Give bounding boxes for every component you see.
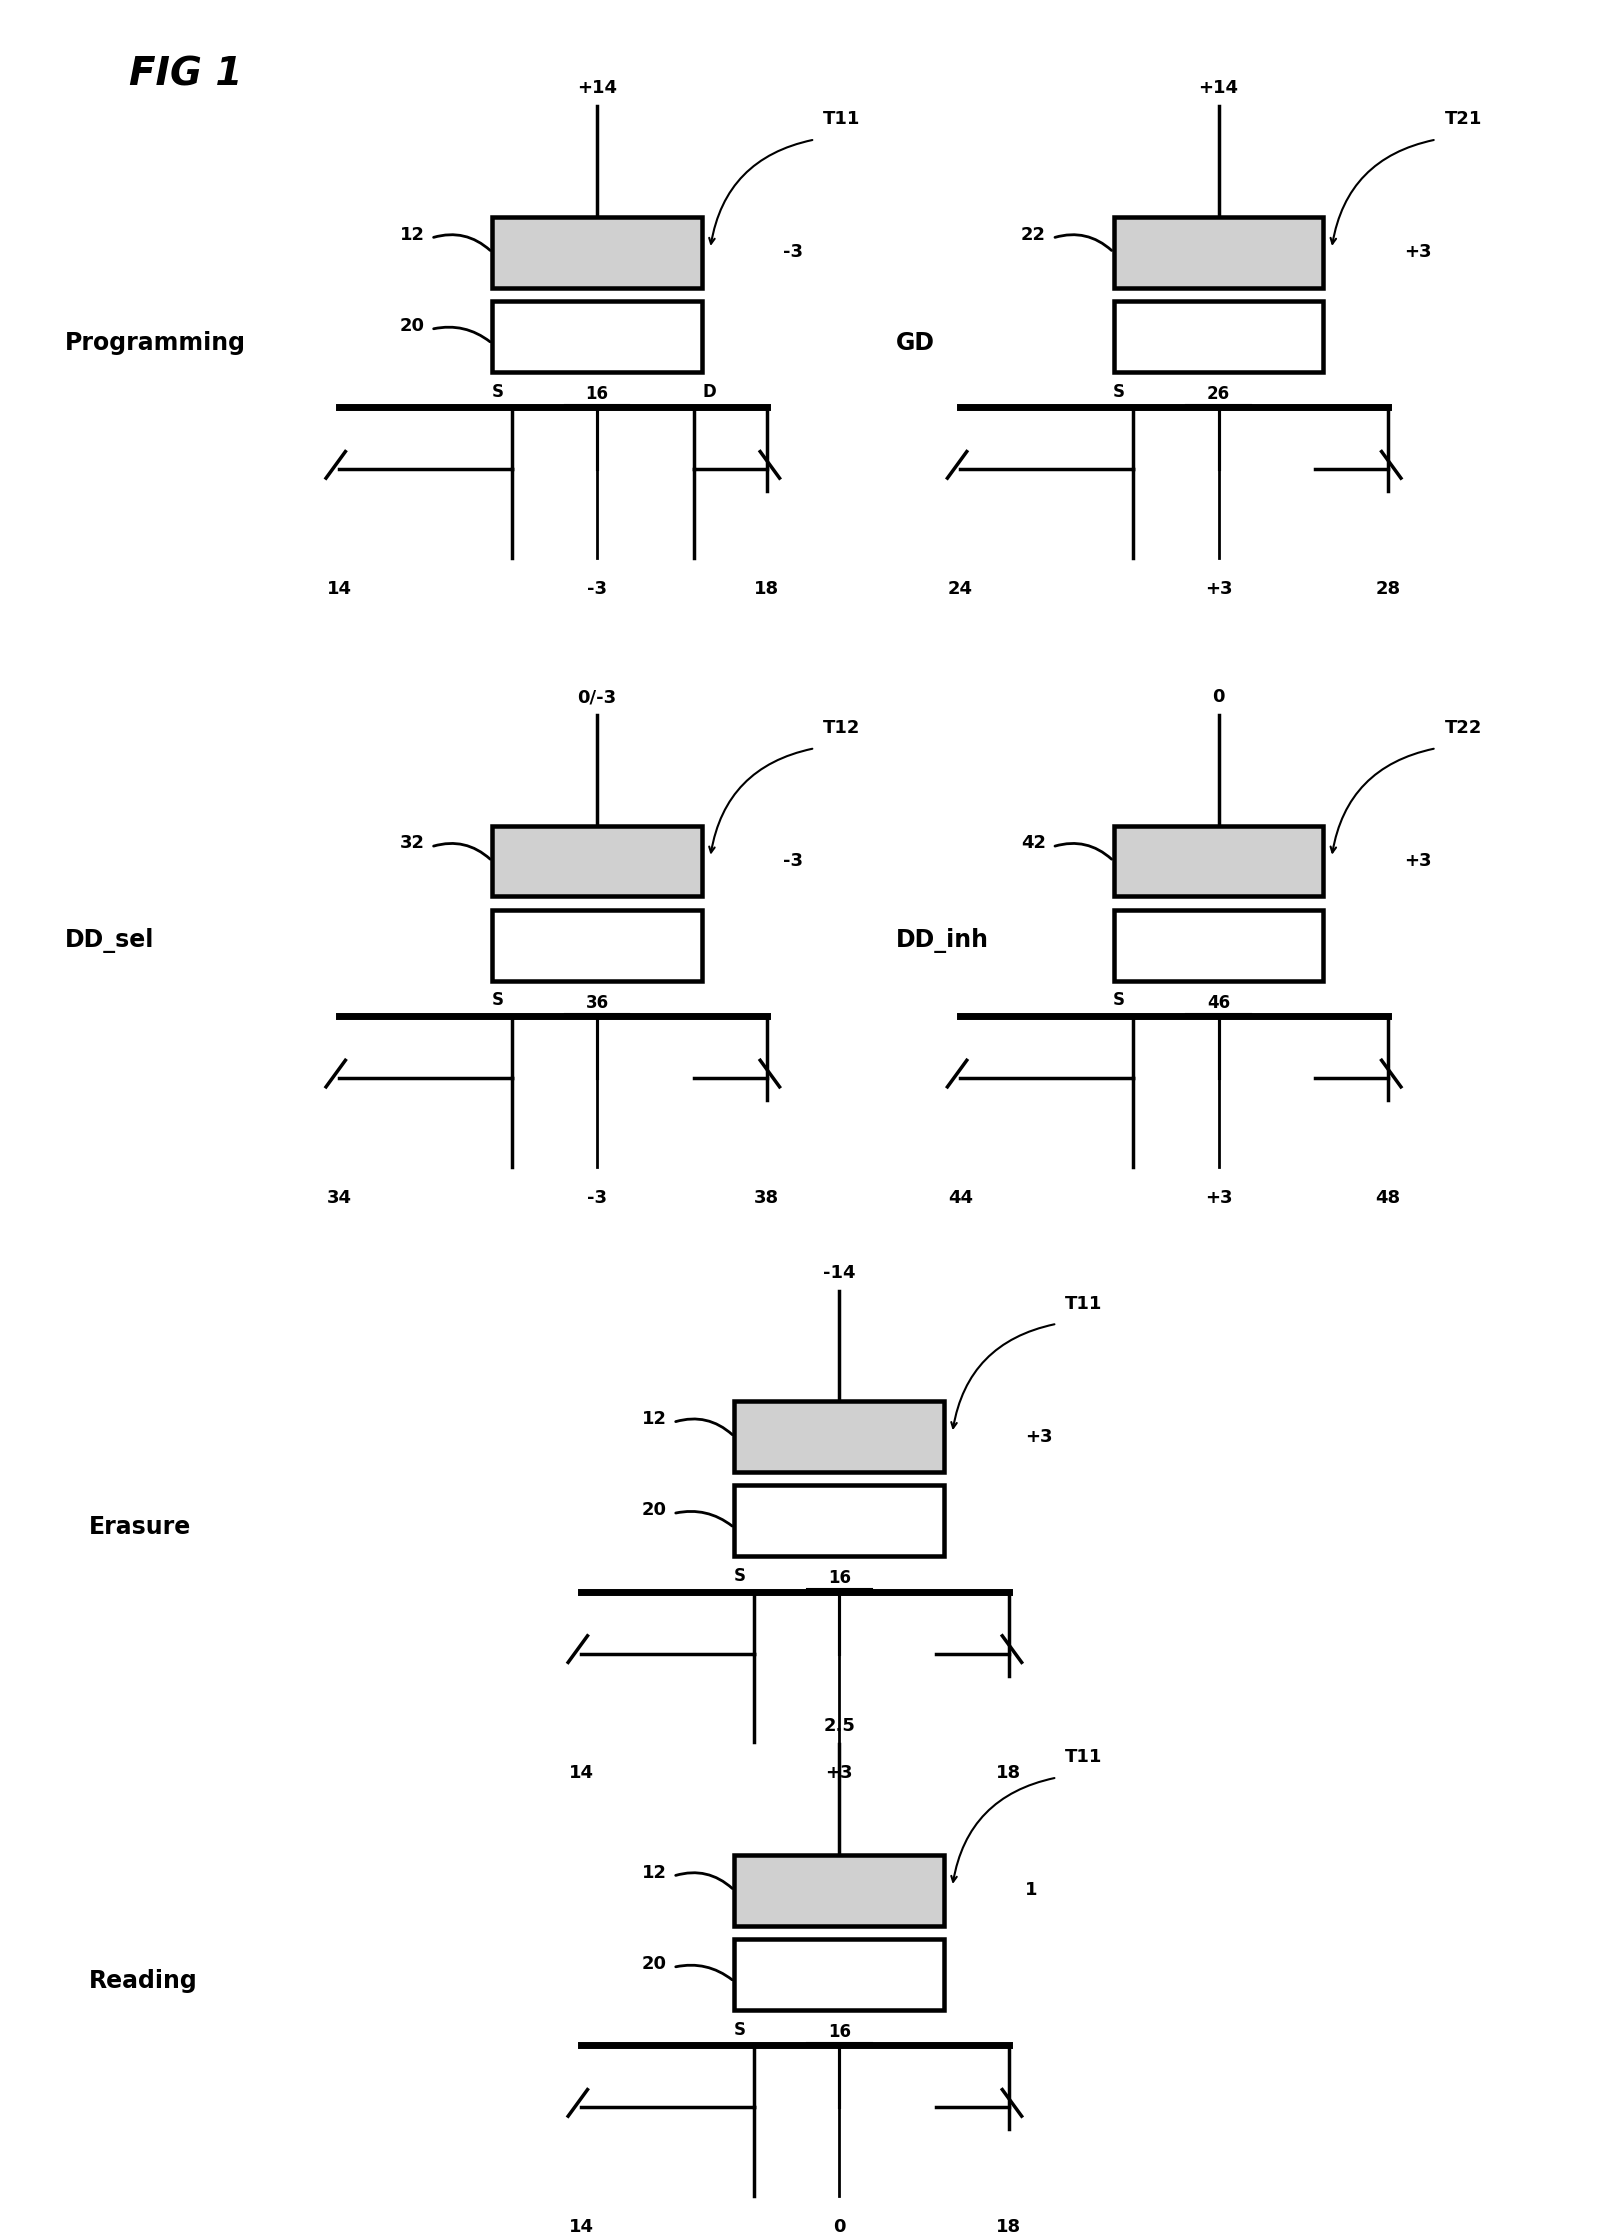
Text: 16: 16 bbox=[586, 384, 608, 402]
Text: 22: 22 bbox=[1022, 226, 1046, 244]
Bar bbox=[734, 1486, 944, 1556]
Text: 42: 42 bbox=[1022, 834, 1046, 852]
Text: 38: 38 bbox=[754, 1189, 780, 1207]
Text: D: D bbox=[702, 382, 717, 400]
Text: -3: -3 bbox=[587, 579, 607, 599]
Text: 14: 14 bbox=[326, 579, 352, 599]
Text: Erasure: Erasure bbox=[89, 1515, 190, 1540]
Bar bbox=[1114, 217, 1323, 288]
Text: -3: -3 bbox=[587, 1189, 607, 1207]
Text: 18: 18 bbox=[996, 2217, 1022, 2235]
Text: DD_sel: DD_sel bbox=[65, 928, 153, 954]
Text: 0/-3: 0/-3 bbox=[578, 688, 617, 706]
Text: +3: +3 bbox=[1404, 244, 1432, 261]
Text: GD: GD bbox=[896, 331, 935, 355]
Text: S: S bbox=[492, 382, 504, 400]
Bar bbox=[1114, 825, 1323, 896]
Text: 46: 46 bbox=[1207, 995, 1230, 1012]
Text: +3: +3 bbox=[1204, 1189, 1233, 1207]
Text: +14: +14 bbox=[578, 80, 617, 98]
Bar bbox=[492, 217, 702, 288]
Text: T22: T22 bbox=[1445, 720, 1482, 738]
Text: T11: T11 bbox=[1065, 1748, 1102, 1766]
Text: 20: 20 bbox=[642, 1502, 667, 1520]
Text: 24: 24 bbox=[947, 579, 973, 599]
Text: +3: +3 bbox=[1025, 1428, 1052, 1446]
Text: T21: T21 bbox=[1445, 110, 1482, 127]
Text: Reading: Reading bbox=[89, 1969, 197, 1994]
Bar bbox=[492, 302, 702, 371]
Text: 12: 12 bbox=[642, 1410, 667, 1428]
Text: 0: 0 bbox=[1212, 688, 1225, 706]
Text: 0: 0 bbox=[833, 2217, 846, 2235]
Text: -3: -3 bbox=[783, 244, 802, 261]
Text: S: S bbox=[492, 992, 504, 1010]
Text: 12: 12 bbox=[642, 1864, 667, 1882]
Text: S: S bbox=[734, 2020, 746, 2038]
Bar bbox=[734, 1401, 944, 1473]
Text: DD_inh: DD_inh bbox=[896, 928, 989, 954]
Text: 48: 48 bbox=[1375, 1189, 1401, 1207]
Text: +14: +14 bbox=[1199, 80, 1238, 98]
Bar bbox=[492, 825, 702, 896]
Bar bbox=[734, 1940, 944, 2009]
Bar bbox=[734, 1855, 944, 1927]
Text: 16: 16 bbox=[828, 1569, 851, 1587]
Text: 36: 36 bbox=[586, 995, 608, 1012]
Text: +3: +3 bbox=[1204, 579, 1233, 599]
Text: -3: -3 bbox=[783, 852, 802, 869]
Text: 18: 18 bbox=[996, 1763, 1022, 1781]
Text: T11: T11 bbox=[1065, 1294, 1102, 1312]
Text: T12: T12 bbox=[823, 720, 860, 738]
Text: 16: 16 bbox=[828, 2023, 851, 2041]
Text: T11: T11 bbox=[823, 110, 860, 127]
Text: 14: 14 bbox=[568, 2217, 594, 2235]
Text: 34: 34 bbox=[326, 1189, 352, 1207]
Text: -14: -14 bbox=[823, 1263, 855, 1281]
Text: 12: 12 bbox=[400, 226, 424, 244]
Text: S: S bbox=[1114, 382, 1125, 400]
Text: 26: 26 bbox=[1207, 384, 1230, 402]
Text: S: S bbox=[1114, 992, 1125, 1010]
Text: 28: 28 bbox=[1375, 579, 1401, 599]
Text: Programming: Programming bbox=[65, 331, 245, 355]
Text: 20: 20 bbox=[642, 1956, 667, 1974]
Text: 14: 14 bbox=[568, 1763, 594, 1781]
Bar bbox=[492, 910, 702, 981]
Text: 32: 32 bbox=[400, 834, 424, 852]
Text: S: S bbox=[734, 1567, 746, 1585]
Text: 18: 18 bbox=[754, 579, 780, 599]
Text: 20: 20 bbox=[400, 317, 424, 335]
Text: 1: 1 bbox=[1025, 1882, 1038, 1900]
Bar bbox=[1114, 302, 1323, 371]
Text: FIG 1: FIG 1 bbox=[129, 56, 242, 94]
Bar bbox=[1114, 910, 1323, 981]
Text: +3: +3 bbox=[1404, 852, 1432, 869]
Text: 2.5: 2.5 bbox=[823, 1716, 855, 1734]
Text: 44: 44 bbox=[947, 1189, 973, 1207]
Text: +3: +3 bbox=[825, 1763, 854, 1781]
